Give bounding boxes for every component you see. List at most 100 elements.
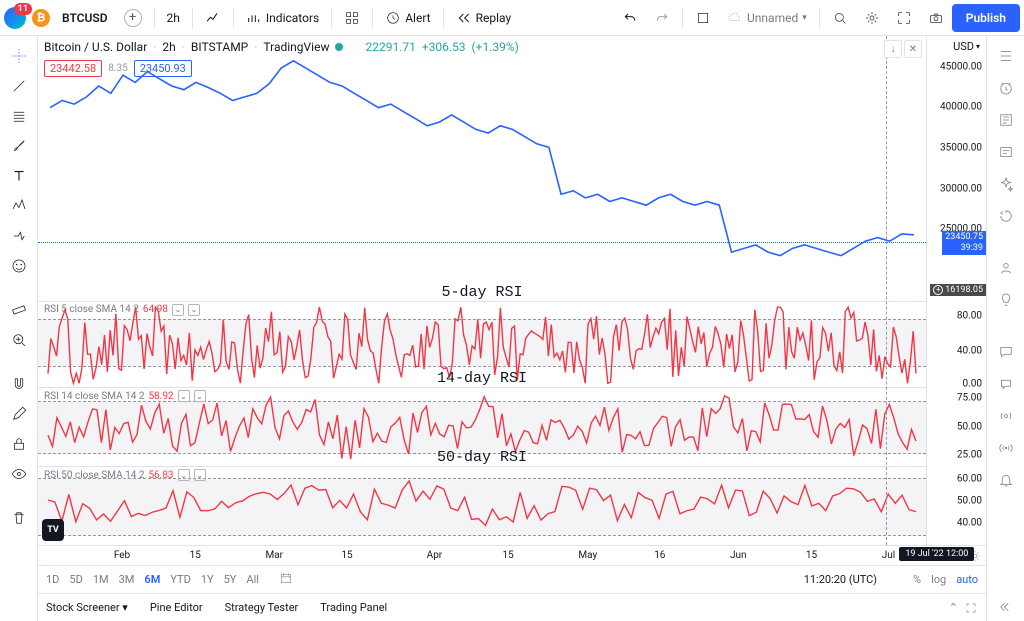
time-tick: 15 — [190, 550, 201, 561]
pane-down-button[interactable]: ↓ — [884, 40, 902, 58]
camera-icon — [928, 10, 944, 26]
public-chat-panel[interactable] — [992, 338, 1020, 366]
layout-name-button[interactable]: Unnamed ▾ — [719, 4, 815, 32]
range-1d[interactable]: 1D — [46, 573, 59, 586]
rsi-tick: 40.00 — [957, 517, 982, 528]
trash-tool[interactable] — [5, 504, 33, 532]
range-all[interactable]: All — [246, 573, 259, 586]
forecast-tool[interactable] — [5, 222, 33, 250]
ohlc-close: 23450.93 — [134, 60, 192, 77]
range-5y[interactable]: 5Y — [224, 573, 237, 586]
bottom-tab[interactable]: Trading Panel — [320, 601, 387, 614]
rsi-title: 14-day RSI — [437, 370, 527, 387]
settings-button[interactable] — [856, 4, 888, 32]
chart-area[interactable]: Bitcoin / U.S. Dollar· 2h· BITSTAMP· Tra… — [38, 36, 986, 545]
bottom-tab[interactable]: Strategy Tester — [225, 601, 299, 614]
rsi-title: 50-day RSI — [437, 449, 527, 466]
symbol-button[interactable]: BTCUSD — [54, 4, 116, 32]
publish-button[interactable]: Publish — [952, 4, 1020, 32]
lock-icon — [10, 435, 28, 453]
magnet-icon — [10, 375, 28, 393]
right-toolbar — [986, 36, 1024, 621]
hide-tool[interactable] — [5, 460, 33, 488]
undo-button[interactable] — [614, 4, 646, 32]
magnet-tool[interactable] — [5, 370, 33, 398]
lock-tool[interactable] — [5, 430, 33, 458]
search-button[interactable] — [824, 4, 856, 32]
measure-tool[interactable] — [5, 296, 33, 324]
brush-tool[interactable] — [5, 132, 33, 160]
zoom-tool[interactable] — [5, 326, 33, 354]
rsi-legend: RSI 14 close SMA 14 2 58.92 ⌄ ⌄ — [44, 390, 206, 402]
range-1m[interactable]: 1M — [93, 573, 109, 586]
price-tick: 30000.00 — [940, 183, 982, 194]
pattern-tool[interactable] — [5, 192, 33, 220]
sparkle-panel[interactable] — [992, 170, 1020, 198]
lightbulb-panel[interactable] — [992, 286, 1020, 314]
trendline-tool[interactable] — [5, 72, 33, 100]
chat2-icon — [997, 375, 1015, 393]
templates-button[interactable] — [336, 4, 368, 32]
currency-selector[interactable]: USD▾ — [951, 40, 982, 53]
grid-icon — [344, 10, 360, 26]
stream-panel[interactable] — [992, 402, 1020, 430]
panel-up-button[interactable]: ⌃ — [949, 601, 958, 614]
emoji-tool[interactable] — [5, 252, 33, 280]
broadcast-panel[interactable] — [992, 434, 1020, 462]
private-chat-panel[interactable] — [992, 370, 1020, 398]
top-toolbar: 11 ₿ BTCUSD + 2h Indicators Alert Replay — [0, 0, 1024, 36]
fib-tool[interactable] — [5, 102, 33, 130]
pane-close-button[interactable]: ✕ — [904, 40, 922, 58]
drawmode-tool[interactable] — [5, 400, 33, 428]
notifications-panel[interactable] — [992, 466, 1020, 494]
bottom-tab[interactable]: Pine Editor — [150, 601, 203, 614]
interval-button[interactable]: 2h — [159, 4, 188, 32]
news-panel[interactable] — [992, 138, 1020, 166]
layout-button[interactable] — [687, 4, 719, 32]
indicators-button[interactable]: Indicators — [238, 4, 327, 32]
text-icon — [10, 167, 28, 185]
clock-label[interactable]: 11:20:20 (UTC) — [804, 573, 877, 586]
redo-icon — [654, 10, 670, 26]
price-tick: 45000.00 — [940, 61, 982, 72]
replay-button[interactable]: Replay — [448, 4, 520, 32]
pct-toggle[interactable]: % — [913, 573, 921, 586]
time-axis[interactable]: Feb15Mar15Apr15May16Jun15Jul19 Jul '22 1… — [38, 545, 986, 565]
add-symbol-button[interactable]: + — [116, 4, 150, 32]
range-6m[interactable]: 6M — [144, 573, 160, 586]
chart-style-button[interactable] — [197, 4, 229, 32]
range-1y[interactable]: 1Y — [201, 573, 214, 586]
watchlist-panel[interactable] — [992, 42, 1020, 70]
bottom-tab[interactable]: Stock Screener ▾ — [46, 601, 128, 614]
rsi-tick: 50.00 — [957, 495, 982, 506]
range-ytd[interactable]: YTD — [170, 573, 190, 586]
calendar-panel[interactable] — [992, 202, 1020, 230]
goto-date-button[interactable] — [279, 571, 293, 588]
redo-button[interactable] — [646, 4, 678, 32]
user-icon — [997, 259, 1015, 277]
notification-badge: 11 — [14, 3, 32, 15]
range-5d[interactable]: 5D — [69, 573, 82, 586]
maximize-icon[interactable] — [964, 601, 978, 615]
rsi-legend: RSI 50 close SMA 14 2 56.83 ⌄ ⌄ — [44, 469, 206, 481]
collapse-right-panel[interactable] — [992, 593, 1020, 621]
auto-toggle[interactable]: auto — [956, 573, 978, 586]
price-axis[interactable]: USD▾ 45000.0040000.0035000.0030000.00250… — [926, 36, 986, 545]
account-avatar[interactable]: 11 — [4, 7, 26, 29]
snapshot-button[interactable] — [920, 4, 952, 32]
rsi-pane[interactable]: 50-day RSIRSI 50 close SMA 14 2 56.83 ⌄ … — [38, 466, 926, 545]
chart-legend: Bitcoin / U.S. Dollar· 2h· BITSTAMP· Tra… — [44, 40, 519, 54]
cursor-tool[interactable] — [5, 42, 33, 70]
range-3m[interactable]: 3M — [119, 573, 135, 586]
alerts-panel[interactable] — [992, 74, 1020, 102]
fullscreen-button[interactable] — [888, 4, 920, 32]
community-panel[interactable] — [992, 254, 1020, 282]
range-row: 1D 5D 1M 3M 6M YTD 1Y 5Y All 11:20:20 (UTC) % lo… — [38, 565, 986, 593]
log-toggle[interactable]: log — [931, 573, 946, 586]
emoji-icon — [10, 257, 28, 275]
hotlist-panel[interactable] — [992, 106, 1020, 134]
text-tool[interactable] — [5, 162, 33, 190]
eye-icon — [10, 465, 28, 483]
time-tick: Apr — [427, 550, 443, 561]
alert-button[interactable]: Alert — [377, 4, 438, 32]
